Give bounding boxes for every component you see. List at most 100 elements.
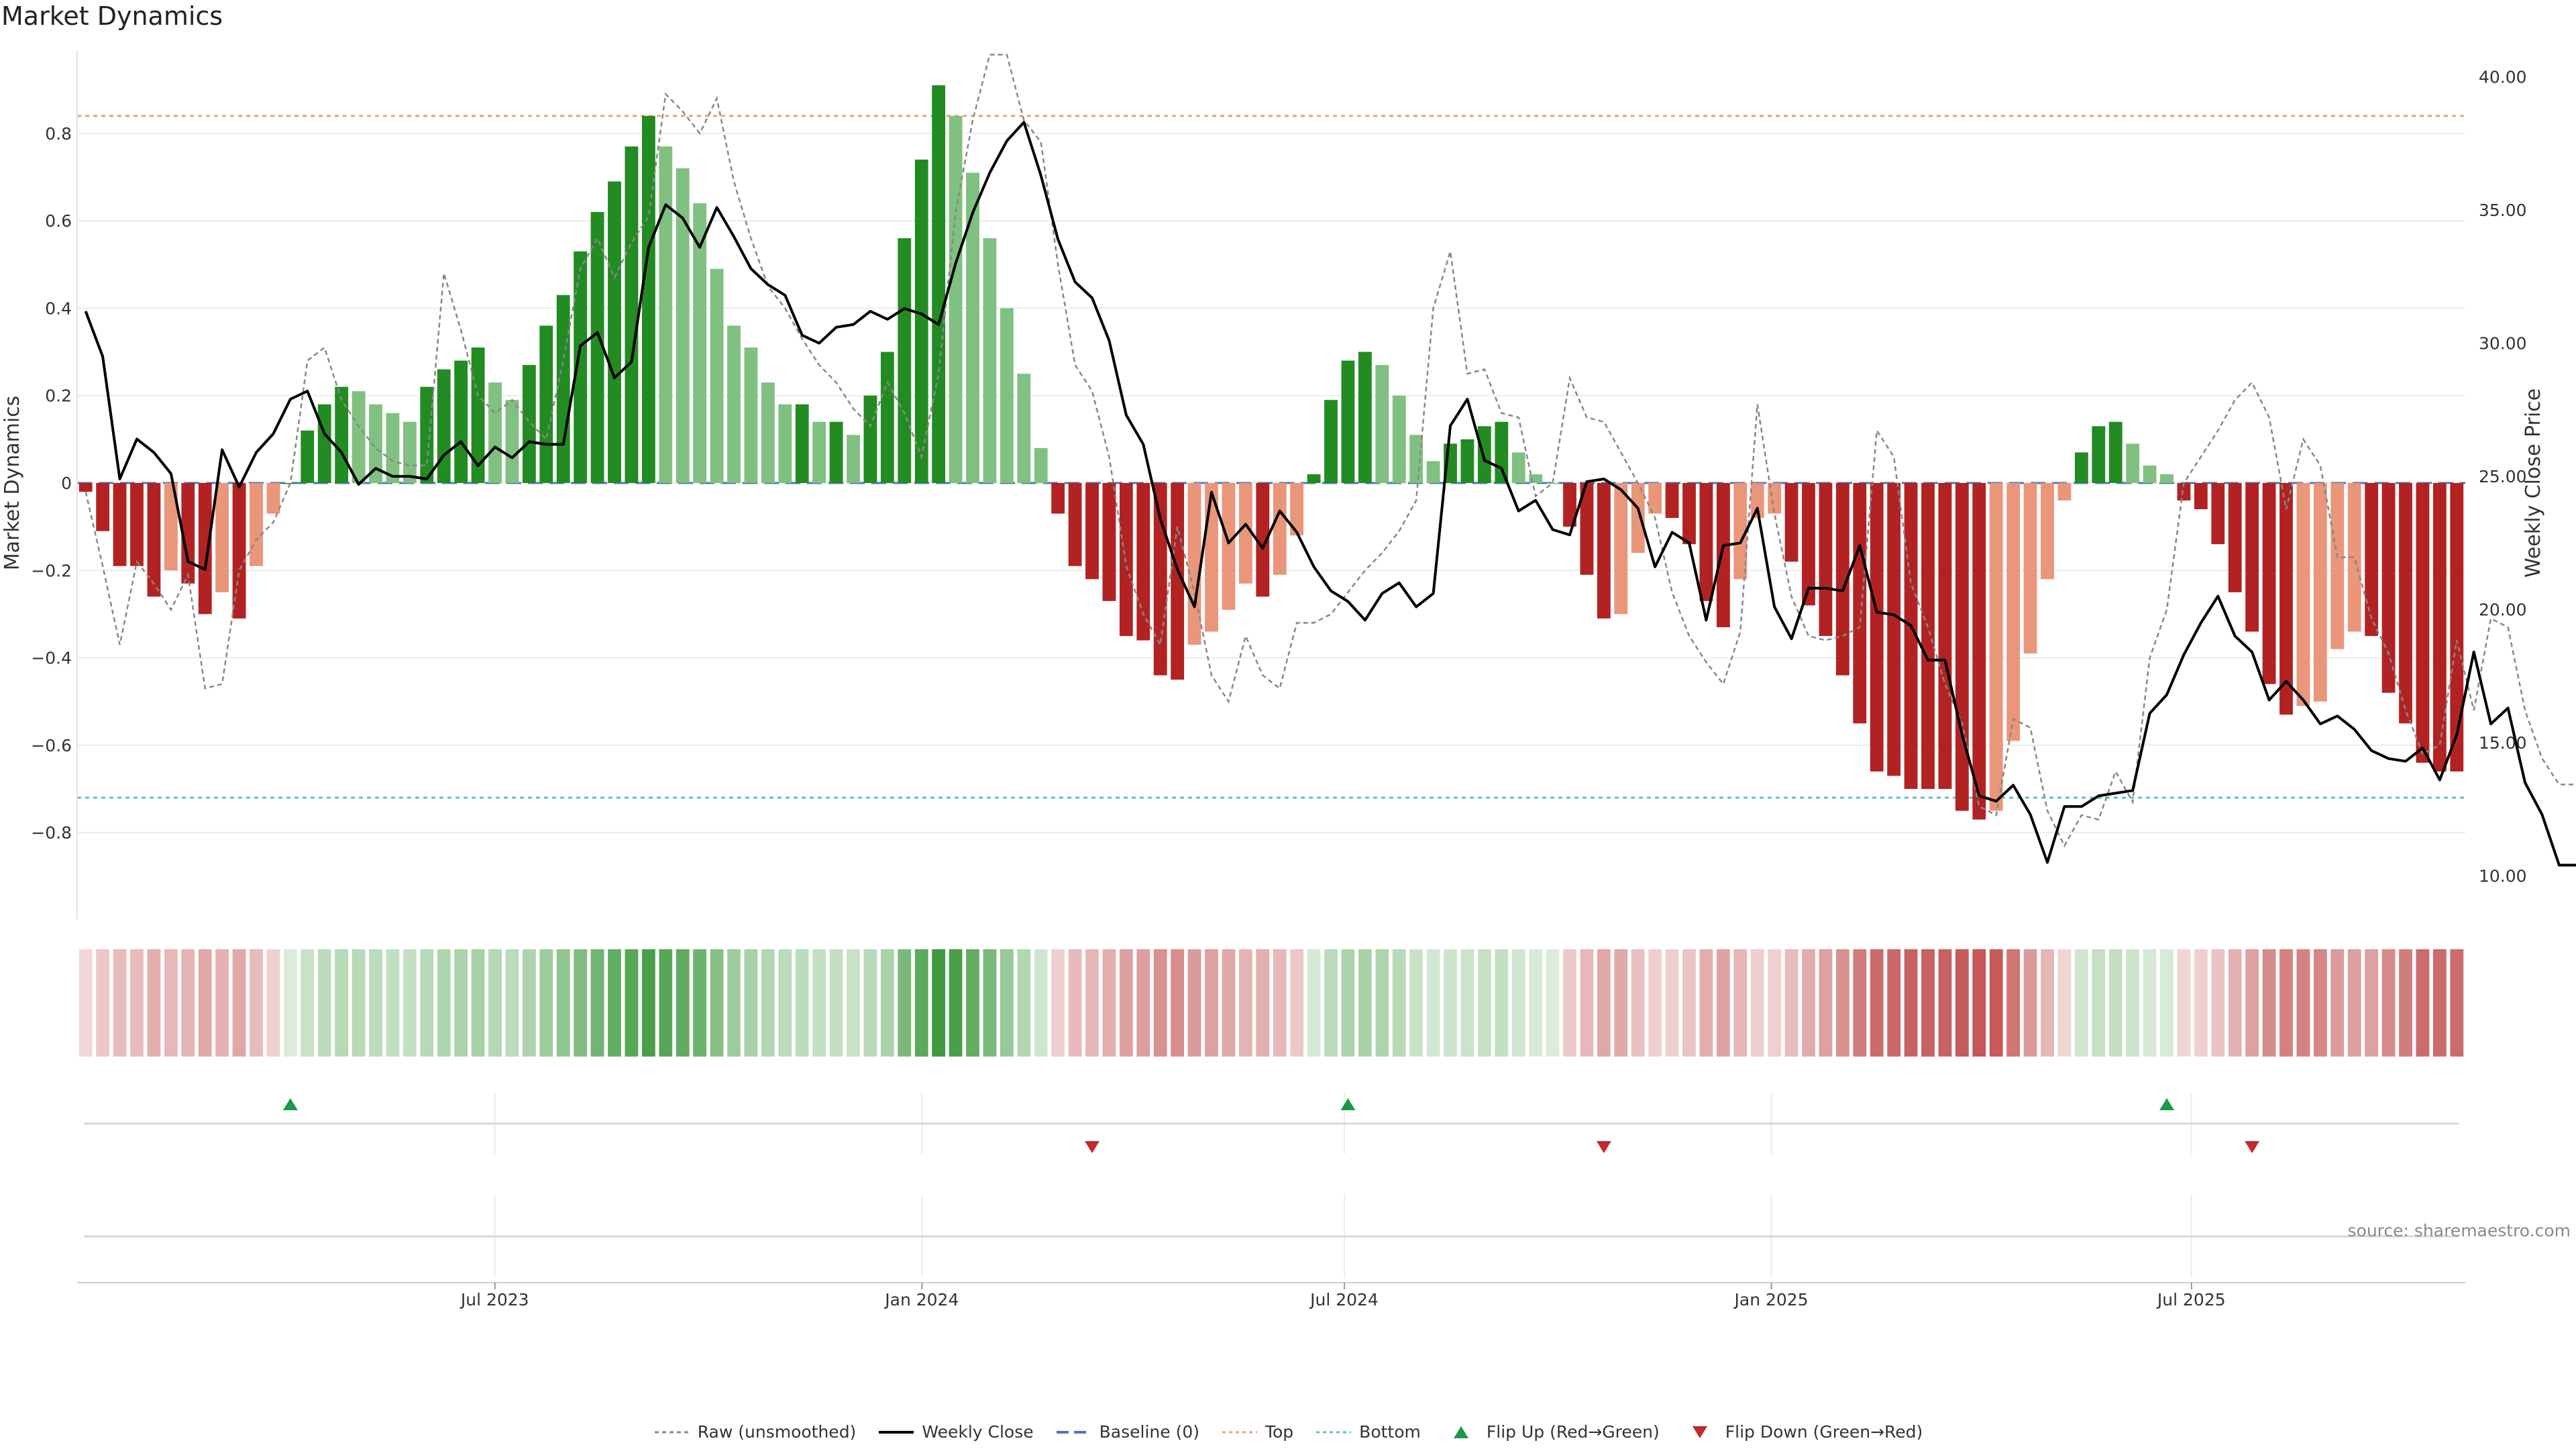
legend: Raw (unsmoothed) Weekly Close Baseline (0)…	[0, 1422, 2576, 1443]
score-bar	[266, 483, 280, 514]
heat-cell	[778, 949, 792, 1057]
score-bar	[2006, 483, 2021, 741]
score-bar	[2211, 483, 2225, 545]
score-bar	[1034, 447, 1048, 483]
heat-cell	[1256, 949, 1270, 1057]
heat-cell	[659, 949, 673, 1057]
legend-item-baseline: Baseline (0)	[1055, 1422, 1199, 1442]
score-bar	[1768, 483, 1782, 514]
x-axis: Jul 2023 Jan 2024 Jul 2024 Jan 2025 Jul 2025	[77, 1282, 2465, 1309]
heat-cell	[812, 949, 826, 1057]
score-bar	[1631, 483, 1645, 553]
y-tick-label-right: 25.00	[2479, 467, 2527, 486]
score-bar	[2279, 483, 2293, 715]
heat-cell	[2381, 949, 2396, 1057]
x-tick-label: Jan 2024	[883, 1290, 959, 1309]
flip-up-marker	[1340, 1098, 1356, 1110]
score-bar	[1187, 483, 1201, 645]
score-bar	[932, 85, 946, 483]
y-tick-label-left: 0.4	[45, 299, 72, 318]
heat-cell	[1222, 949, 1236, 1057]
heat-cell	[2399, 949, 2412, 1057]
grid-layer	[77, 132, 2465, 834]
heat-cell	[1171, 949, 1185, 1057]
heat-cell	[78, 949, 93, 1057]
x-tick-label: Jan 2025	[1733, 1290, 1809, 1309]
heat-cell	[1290, 949, 1304, 1057]
score-bar	[1784, 483, 1799, 562]
flip-down-marker	[1085, 1141, 1099, 1153]
weekly-close-series	[84, 121, 2576, 867]
heat-cell	[1102, 949, 1116, 1057]
legend-symbol-flip_up	[1453, 1426, 1468, 1438]
heat-cell	[1187, 949, 1201, 1057]
score-bar	[369, 404, 382, 483]
heat-cell	[1307, 949, 1321, 1057]
score-bar	[1597, 483, 1611, 619]
score-bar	[1511, 452, 1525, 483]
heat-cell	[369, 949, 382, 1057]
score-bar	[1938, 483, 1952, 790]
heat-cell	[1955, 949, 1969, 1057]
score-bar	[232, 483, 246, 619]
score-bar	[1068, 483, 1082, 566]
x-tick-label: Jul 2023	[460, 1290, 529, 1309]
heat-cell	[1768, 949, 1782, 1057]
heat-cell	[2108, 949, 2123, 1057]
score-bar	[2313, 483, 2327, 702]
heat-cell	[574, 949, 588, 1057]
heat-cell	[2057, 949, 2072, 1057]
heat-cell	[2228, 949, 2242, 1057]
heat-cell	[795, 949, 809, 1057]
legend-label: Raw (unsmoothed)	[697, 1422, 857, 1442]
heat-cell	[164, 949, 178, 1057]
score-bar	[1819, 483, 1833, 637]
heat-cell	[898, 949, 912, 1057]
score-bar	[2262, 483, 2276, 684]
score-bar	[1460, 439, 1474, 483]
y-tick-label-left: 0	[61, 474, 72, 493]
score-bar	[2399, 483, 2412, 724]
score-bar	[1307, 474, 1321, 483]
heat-cell	[2365, 949, 2379, 1057]
score-bar	[2347, 483, 2361, 632]
legend-symbol-close	[879, 1430, 914, 1434]
raw-series	[85, 54, 2576, 848]
score-bar	[1563, 483, 1576, 527]
score-bar	[676, 168, 690, 483]
heat-cell	[2177, 949, 2191, 1057]
score-bar	[1119, 483, 1133, 637]
heat-cell	[522, 949, 536, 1057]
heat-cell	[2211, 949, 2225, 1057]
score-bar	[1853, 483, 1867, 724]
score-bar	[1000, 308, 1014, 483]
score-bar	[625, 146, 639, 484]
score-bar	[1802, 483, 1815, 606]
source-note: source: sharemaestro.com	[2347, 1221, 2571, 1240]
score-bar	[744, 347, 758, 483]
heat-cell	[1017, 949, 1031, 1057]
heat-cell	[914, 949, 928, 1057]
flip-down-marker	[1596, 1141, 1611, 1153]
heat-cell	[1375, 949, 1389, 1057]
heat-cell	[1119, 949, 1133, 1057]
score-bar	[1665, 483, 1679, 519]
score-bar	[2245, 483, 2259, 632]
score-bar	[420, 386, 434, 483]
score-bar	[641, 115, 655, 483]
heat-cell	[437, 949, 451, 1057]
score-bar	[1495, 421, 1509, 483]
score-bar	[966, 172, 979, 483]
score-bar	[863, 395, 877, 483]
legend-label: Bottom	[1359, 1422, 1421, 1442]
score-bar	[164, 483, 178, 571]
heat-cell	[1051, 949, 1065, 1057]
heat-cell	[2194, 949, 2208, 1057]
score-bar	[250, 483, 263, 566]
legend-item-top: Top	[1221, 1422, 1293, 1442]
score-bar	[1835, 483, 1849, 676]
heat-cell	[983, 949, 997, 1057]
score-bar	[898, 238, 912, 483]
score-bar	[301, 430, 315, 483]
score-bar	[914, 159, 928, 483]
